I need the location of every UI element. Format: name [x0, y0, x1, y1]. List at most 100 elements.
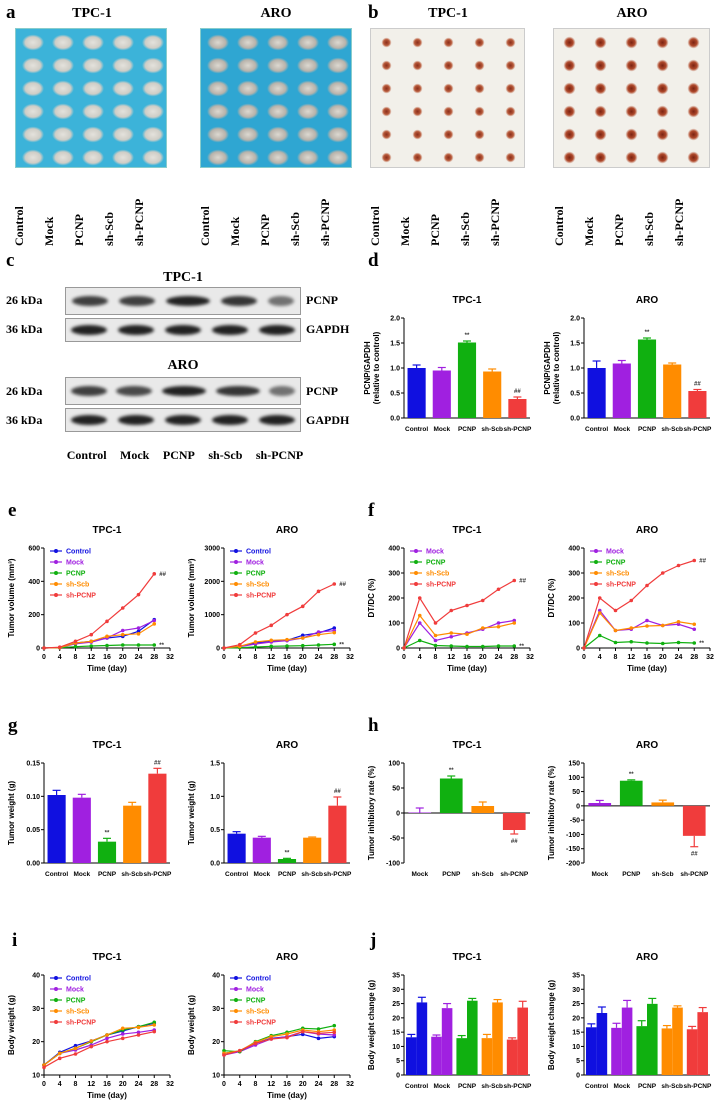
data-point: [645, 624, 649, 628]
category-label: Mock: [613, 426, 630, 433]
data-point: [332, 642, 337, 647]
blot-pcnp-aro: [65, 377, 301, 405]
category-label: PCNP: [98, 871, 117, 878]
y-tick-label: 0.5: [570, 391, 580, 398]
bar-mock: [431, 1036, 442, 1075]
x-tick-label: 4: [58, 654, 62, 661]
data-point: [316, 1027, 321, 1031]
y-tick-label: 0: [576, 646, 580, 653]
y-tick-label: 20: [572, 1015, 580, 1022]
data-point: [285, 1032, 289, 1036]
legend-label: sh-Scb: [66, 582, 89, 589]
data-point: [136, 643, 141, 647]
series-line-sh-pcnp: [43, 573, 155, 649]
data-point: [676, 563, 681, 568]
data-point: [316, 630, 321, 634]
y-axis-label: Tumor inhibitory rate (%): [547, 765, 556, 860]
series-line-pcnp: [403, 639, 515, 649]
bar-control: [47, 795, 66, 863]
data-point: [136, 626, 141, 630]
data-point: [449, 631, 454, 635]
legend-marker: [54, 1020, 58, 1024]
y-axis-label: Body weight change (g): [547, 980, 556, 1071]
data-point: [152, 618, 157, 623]
legend-marker: [54, 593, 58, 597]
y-tick-label: 30: [212, 1006, 220, 1013]
data-point: [152, 1023, 157, 1027]
data-point: [465, 603, 469, 608]
data-point: [253, 631, 258, 635]
x-tick-label: 12: [267, 1081, 275, 1088]
significance-mark: **: [645, 330, 650, 336]
chart-title: ARO: [636, 952, 658, 963]
category-label: PCNP: [638, 1083, 657, 1090]
series-line-pcnp: [583, 634, 695, 649]
significance-mark: **: [519, 644, 524, 650]
y-tick-label: 1000: [204, 612, 220, 619]
y-tick-label: 0.05: [26, 827, 40, 834]
chart-title: ARO: [636, 740, 658, 751]
legend-marker: [234, 1009, 238, 1013]
data-point: [480, 644, 485, 649]
data-point: [269, 1037, 274, 1041]
group-label: sh-PCNP: [672, 198, 686, 246]
bar-sh-pcnp: [508, 399, 527, 418]
data-point: [597, 608, 602, 613]
series-line-sh-pcnp: [223, 583, 335, 649]
data-point: [105, 634, 109, 639]
chart-j-tpc1: TPC-1 Body weight change (g) 0 5 10 15 20 25 30 3…: [367, 952, 532, 1090]
data-point: [73, 1043, 78, 1048]
panel-a-group-labels-tpc1: Control Mock PCNP sh-Scb sh-PCNP: [12, 176, 162, 246]
bar-sh-scb: [672, 1007, 683, 1075]
category-label: sh-PCNP: [503, 426, 531, 433]
legend-label: sh-Scb: [66, 1009, 89, 1016]
y-tick-label: 20: [32, 1039, 40, 1046]
x-tick-label: 28: [330, 654, 338, 661]
panel-a-group-labels-aro: Control Mock PCNP sh-Scb sh-PCNP: [198, 176, 348, 246]
y-tick-label: -50: [570, 818, 580, 825]
bar-control: [407, 368, 426, 418]
bar-pcnp: [439, 778, 463, 813]
data-point: [316, 1036, 321, 1041]
category-label: sh-Scb: [481, 1083, 503, 1090]
x-tick-label: 4: [238, 1081, 242, 1088]
y-tick-label: 3000: [204, 546, 220, 553]
data-point: [73, 1046, 78, 1051]
y-tick-label: 15: [572, 1030, 580, 1037]
y-tick-label: 30: [392, 987, 400, 994]
data-point: [105, 1033, 109, 1037]
legend-label: Mock: [246, 560, 264, 567]
y-tick-label: 200: [568, 596, 580, 603]
group-label: Control: [12, 206, 26, 246]
x-tick-label: 4: [598, 654, 602, 661]
category-label: sh-Scb: [472, 871, 494, 878]
data-point: [89, 1039, 94, 1043]
legend-marker: [54, 987, 58, 991]
data-point: [402, 646, 406, 650]
data-point: [42, 1065, 46, 1070]
blot-title-tpc1: TPC-1: [163, 270, 203, 285]
y-tick-label: 40: [32, 973, 40, 980]
category-label: PCNP: [442, 871, 461, 878]
bar-control: [586, 1027, 597, 1075]
x-tick-label: 28: [150, 654, 158, 661]
x-tick-label: 20: [479, 654, 487, 661]
bar-sh-pcnp: [686, 1029, 698, 1075]
y-tick-label: 1.5: [210, 761, 220, 768]
panel-a-title-aro: ARO: [260, 6, 292, 21]
group-label: PCNP: [72, 214, 86, 246]
data-point: [332, 626, 337, 630]
panel-label-c: c: [6, 250, 15, 271]
y-tick-label: 0.5: [210, 827, 220, 834]
y-tick-label: 100: [388, 621, 400, 628]
data-point: [89, 632, 94, 637]
y-tick-label: 10: [572, 1044, 580, 1051]
data-point: [285, 644, 289, 648]
legend-label: PCNP: [426, 560, 446, 567]
category-label: Mock: [253, 871, 270, 878]
category-label: Mock: [591, 871, 608, 878]
bar-pcnp: [277, 859, 297, 863]
data-point: [316, 589, 321, 594]
y-tick-label: -100: [386, 861, 400, 868]
x-tick-label: 4: [418, 654, 422, 661]
